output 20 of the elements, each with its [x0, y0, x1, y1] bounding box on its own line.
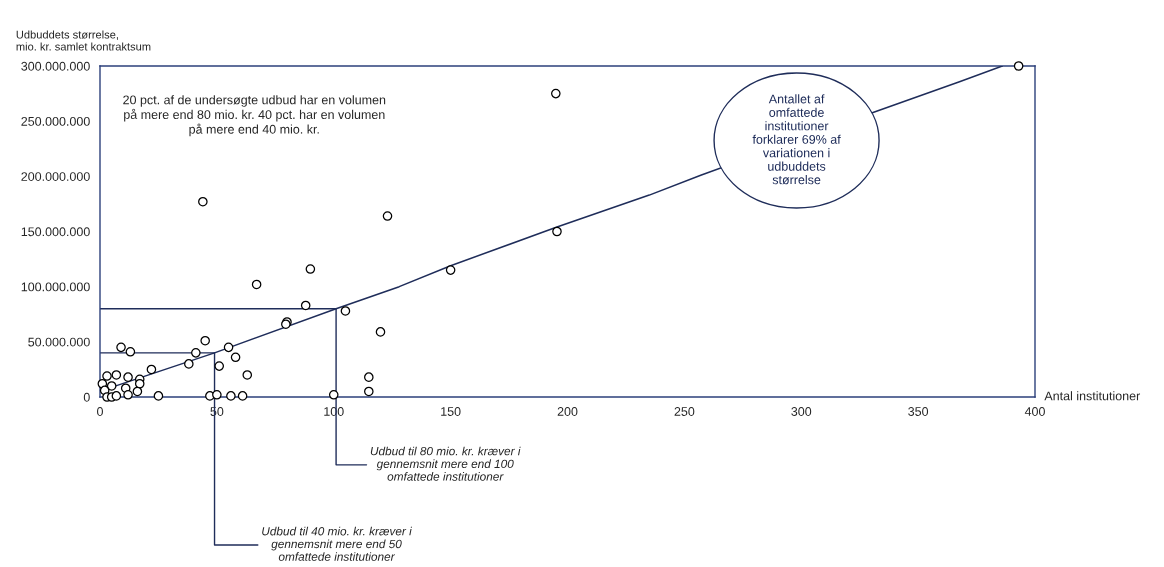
x-tick-label: 150	[441, 407, 461, 416]
x-tick-label: 250	[674, 407, 695, 416]
annotation: 20 pct. af de undersøgte udbud har en volumen på mere end 80 mio. kr. 40 pct. har en volumen på mere end 40 mio. kr.	[123, 95, 386, 137]
x-tick-label: 400	[1024, 407, 1045, 416]
x-tick-label: 200	[557, 407, 578, 416]
x-tick-label: 0	[97, 407, 103, 416]
x-axis-title: Antal institutioner	[1044, 391, 1141, 401]
annotation: Antallet af omfattede institutioner forklarer 69% af variationen i udbuddets størrelse	[752, 94, 841, 185]
y-tick-label: 250.000.000	[21, 116, 90, 126]
y-tick-label: 0	[83, 392, 90, 402]
x-tick-label: 300	[791, 407, 812, 416]
y-tick-label: 300.000.000	[21, 61, 90, 71]
annotation: Udbud til 80 mio. kr. kræver i gennemsnit mere end 100 omfattede institutioner	[370, 446, 521, 481]
y-tick-label: 150.000.000	[21, 227, 90, 237]
y-tick-label: 100.000.000	[21, 282, 90, 292]
annotation: Udbud til 40 mio. kr. kræver i gennemsnit mere end 50 omfattede institutioner	[262, 526, 413, 561]
y-axis-title: Udbuddets størrelse, mio. kr. samlet kontraktsum	[16, 30, 151, 51]
y-tick-label: 200.000.000	[21, 172, 90, 181]
x-tick-label: 350	[908, 407, 929, 416]
y-tick-label: 50.000.000	[28, 337, 90, 347]
